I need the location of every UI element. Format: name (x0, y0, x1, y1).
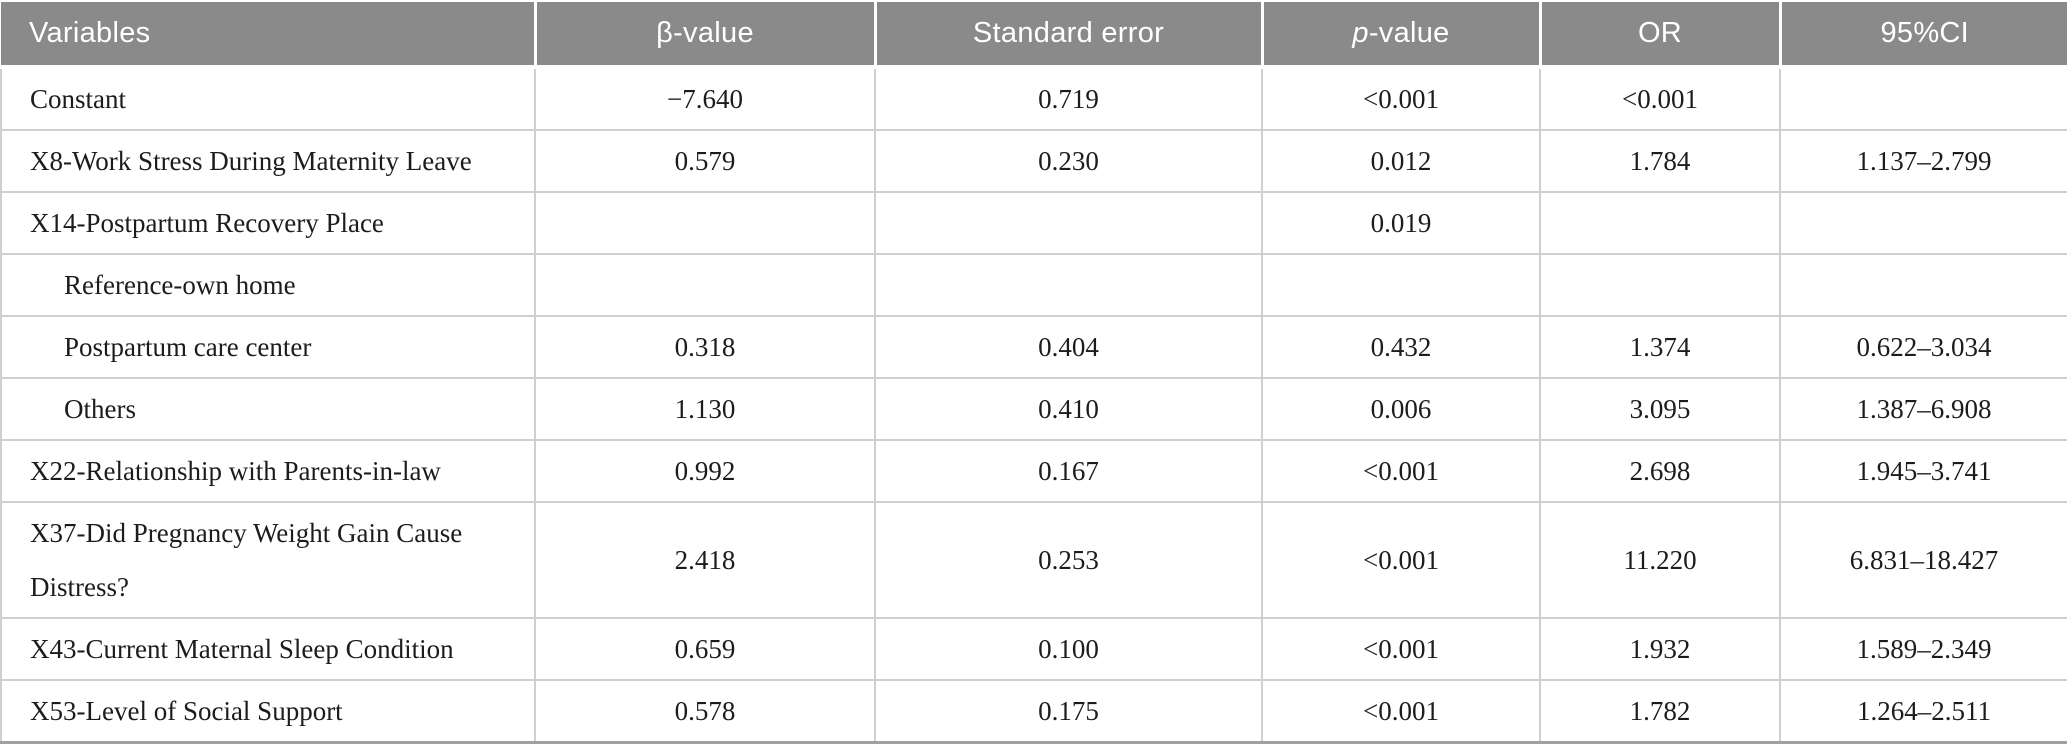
variable-cell: Reference-own home (0, 253, 536, 317)
variable-cell: X37-Did Pregnancy Weight Gain Cause Dist… (0, 501, 536, 619)
table-header: Variables β-value Standard error p-value… (1, 0, 2067, 69)
table-row: X8-Work Stress During Maternity Leave 0.5… (0, 129, 2067, 193)
table-row: X43-Current Maternal Sleep Condition 0.65… (0, 617, 2067, 681)
table-row: Constant −7.640 0.719 <0.001 <0.001 (0, 67, 2067, 131)
ci-cell: 1.264–2.511 (1779, 679, 2067, 744)
or-cell: 1.374 (1539, 315, 1781, 379)
beta-value-cell: 0.579 (534, 129, 876, 193)
beta-value-cell: 0.578 (534, 679, 876, 744)
beta-value-cell: 0.659 (534, 617, 876, 681)
p-value-cell: <0.001 (1261, 617, 1541, 681)
header-label: Variables (29, 17, 151, 49)
ci-cell: 1.945–3.741 (1779, 439, 2067, 503)
variable-cell: Postpartum care center (0, 315, 536, 379)
variable-cell: X14-Postpartum Recovery Place (0, 191, 536, 255)
variable-cell: X8-Work Stress During Maternity Leave (0, 129, 536, 193)
ci-cell: 1.137–2.799 (1779, 129, 2067, 193)
p-value-cell: 0.012 (1261, 129, 1541, 193)
header-label-italic-p: p (1352, 17, 1369, 49)
standard-error-cell (874, 191, 1263, 255)
table-row: Reference-own home (0, 253, 2067, 317)
standard-error-cell: 0.404 (874, 315, 1263, 379)
variable-cell: Others (0, 377, 536, 441)
beta-value-cell (534, 191, 876, 255)
or-cell: 1.782 (1539, 679, 1781, 744)
beta-value-cell: 2.418 (534, 501, 876, 619)
or-cell: 11.220 (1539, 501, 1781, 619)
p-value-cell: 0.019 (1261, 191, 1541, 255)
ci-cell: 1.589–2.349 (1779, 617, 2067, 681)
ci-cell: 1.387–6.908 (1779, 377, 2067, 441)
header-label: OR (1637, 17, 1683, 49)
or-cell: 1.784 (1539, 129, 1781, 193)
or-cell (1539, 191, 1781, 255)
header-label: β-value (656, 17, 754, 49)
beta-value-cell (534, 253, 876, 317)
table-row: X37-Did Pregnancy Weight Gain Cause Dist… (0, 501, 2067, 619)
standard-error-cell: 0.167 (874, 439, 1263, 503)
column-header-or: OR (1538, 0, 1780, 69)
standard-error-cell (874, 253, 1263, 317)
beta-value-cell: 1.130 (534, 377, 876, 441)
ci-cell (1779, 191, 2067, 255)
p-value-cell: <0.001 (1261, 501, 1541, 619)
standard-error-cell: 0.253 (874, 501, 1263, 619)
p-value-cell (1261, 253, 1541, 317)
standard-error-cell: 0.230 (874, 129, 1263, 193)
variable-cell: Constant (0, 67, 536, 131)
or-cell: 2.698 (1539, 439, 1781, 503)
or-cell: 1.932 (1539, 617, 1781, 681)
p-value-cell: <0.001 (1261, 679, 1541, 744)
header-label: -value (1368, 17, 1450, 49)
variable-cell: X53-Level of Social Support (0, 679, 536, 744)
column-header-variables: Variables (1, 0, 535, 69)
column-header-95ci: 95%CI (1778, 0, 2067, 69)
beta-value-cell: −7.640 (534, 67, 876, 131)
ci-cell (1779, 253, 2067, 317)
table-row: Postpartum care center 0.318 0.404 0.432 1.3… (0, 315, 2067, 379)
standard-error-cell: 0.410 (874, 377, 1263, 441)
standard-error-cell: 0.175 (874, 679, 1263, 744)
column-header-p-value: p-value (1260, 0, 1540, 69)
table-row: Others 1.130 0.410 0.006 3.095 1.387–6.908 (0, 377, 2067, 441)
header-label: 95%CI (1880, 17, 1970, 49)
table-row: X14-Postpartum Recovery Place 0.019 (0, 191, 2067, 255)
header-row: Variables β-value Standard error p-value… (1, 0, 2067, 69)
standard-error-cell: 0.719 (874, 67, 1263, 131)
table-body: Constant −7.640 0.719 <0.001 <0.001 X8-Work S… (0, 67, 2067, 744)
or-cell (1539, 253, 1781, 317)
p-value-cell: <0.001 (1261, 439, 1541, 503)
or-cell: <0.001 (1539, 67, 1781, 131)
or-cell: 3.095 (1539, 377, 1781, 441)
beta-value-cell: 0.992 (534, 439, 876, 503)
ci-cell: 6.831–18.427 (1779, 501, 2067, 619)
p-value-cell: 0.006 (1261, 377, 1541, 441)
beta-value-cell: 0.318 (534, 315, 876, 379)
p-value-cell: <0.001 (1261, 67, 1541, 131)
standard-error-cell: 0.100 (874, 617, 1263, 681)
variable-cell: X22-Relationship with Parents-in-law (0, 439, 536, 503)
variable-cell: X43-Current Maternal Sleep Condition (0, 617, 536, 681)
table-row: X22-Relationship with Parents-in-law 0.99… (0, 439, 2067, 503)
table-row: X53-Level of Social Support 0.578 0.175 <0.… (0, 679, 2067, 744)
ci-cell (1779, 67, 2067, 131)
p-value-cell: 0.432 (1261, 315, 1541, 379)
ci-cell: 0.622–3.034 (1779, 315, 2067, 379)
column-header-beta-value: β-value (533, 0, 875, 69)
header-label: Standard error (972, 17, 1165, 49)
column-header-standard-error: Standard error (873, 0, 1262, 69)
